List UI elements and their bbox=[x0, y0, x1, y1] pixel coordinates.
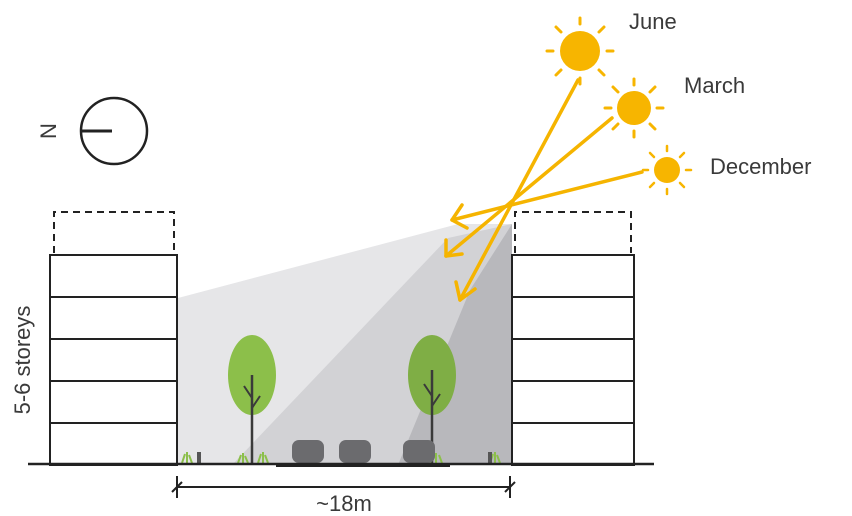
left-building bbox=[49, 211, 178, 466]
right-building-optional-storey bbox=[514, 211, 632, 253]
sun-march-icon bbox=[603, 77, 665, 139]
street-width-label: ~18m bbox=[316, 491, 372, 516]
december-label: December bbox=[710, 154, 811, 179]
march-ray-arrowhead bbox=[444, 238, 464, 258]
tree-left bbox=[228, 335, 276, 463]
car bbox=[403, 440, 435, 463]
right-building bbox=[511, 211, 635, 466]
june-ray bbox=[458, 78, 580, 302]
march-label: March bbox=[684, 73, 745, 98]
compass: N bbox=[36, 96, 149, 166]
grass-tufts bbox=[181, 452, 501, 464]
december-ray-arrowhead bbox=[450, 203, 469, 230]
left-building-optional-storey bbox=[53, 211, 175, 253]
june-ray-arrowhead bbox=[454, 280, 477, 302]
building-height-label: 5-6 storeys bbox=[10, 306, 35, 415]
march-ray bbox=[444, 116, 614, 258]
sun-rays bbox=[444, 78, 644, 302]
sun-december-icon bbox=[641, 144, 693, 196]
car bbox=[339, 440, 371, 463]
street-width-dimension bbox=[171, 476, 516, 498]
bollard-left bbox=[197, 452, 201, 463]
car bbox=[292, 440, 324, 463]
december-ray bbox=[450, 170, 644, 222]
north-label: N bbox=[36, 123, 61, 139]
cars bbox=[292, 440, 435, 463]
sun-june-icon bbox=[545, 16, 615, 86]
june-label: June bbox=[629, 9, 677, 34]
bollard-right bbox=[488, 452, 492, 463]
